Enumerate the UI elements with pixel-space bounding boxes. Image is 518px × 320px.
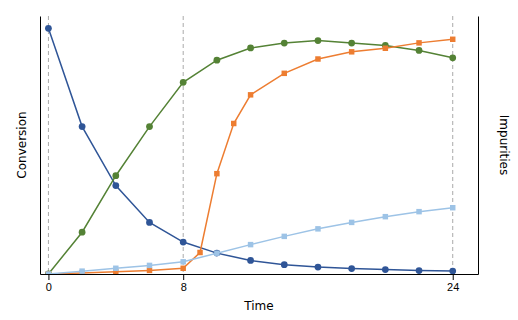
y-axis [40,17,41,275]
series-marker [231,121,236,126]
series-marker [247,45,254,52]
series-marker [282,234,287,239]
x-tick-mark [183,274,184,280]
y-axis-line [40,17,41,275]
series-marker [416,40,421,45]
series-marker [113,266,118,271]
x-tick: 24 [447,274,459,293]
series-marker [112,172,119,179]
series-marker [247,257,254,264]
x-tick-label: 8 [181,281,187,293]
x-axis-line [41,274,479,275]
series-marker [214,171,219,176]
series-marker [197,250,202,255]
series-marker [180,259,185,264]
series-marker [214,250,219,255]
series-marker [416,209,421,214]
series-marker [315,264,322,271]
vline [183,16,184,274]
plot: 0 8 24 [41,16,479,293]
x-tick-label: 0 [46,281,52,293]
series-marker [45,271,52,274]
chart-container: 0 8 24 Time Conversion Impurities [0,0,518,320]
series-marker [348,40,355,47]
series-marker [248,242,253,247]
y-axis-title: Conversion [15,111,29,178]
series-marker [315,226,320,231]
y2-axis-line [478,17,479,275]
series-marker [112,182,119,189]
y2-axis [478,17,479,275]
x-tick-mark [453,274,454,280]
series-marker [213,57,220,64]
series-marker [180,239,187,246]
series-marker [281,261,288,268]
series-marker [79,123,86,130]
series-marker [348,265,355,272]
series-marker [449,54,456,61]
series-marker [46,271,51,274]
vline [48,16,49,274]
series-marker [79,268,84,273]
series-marker [282,71,287,76]
series-marker [449,268,456,274]
chart-svg: 0 8 24 Time Conversion Impurities [0,0,518,320]
series-line [48,41,452,274]
data-layer [45,16,456,274]
series-marker [281,40,288,47]
series-marker [383,46,388,51]
series-marker [46,271,51,274]
series-marker [450,37,455,42]
series-marker [349,220,354,225]
series-line [48,39,452,274]
series-marker [146,123,153,130]
x-tick: 8 [181,274,187,293]
series-marker [180,266,185,271]
series-line [48,208,452,274]
series-marker [349,49,354,54]
x-axis-title: Time [243,299,273,313]
x-tick-label: 24 [447,281,459,293]
series-marker [147,268,152,273]
y2-axis-title: Impurities [497,115,511,175]
series-marker [315,37,322,44]
series-marker [315,56,320,61]
series-marker [45,25,52,32]
series-marker [146,219,153,226]
series-marker [79,229,86,236]
series-marker [416,47,423,54]
x-tick-mark [48,274,49,280]
x-axis: 0 8 24 [41,274,479,293]
x-tick: 0 [46,274,52,293]
series-marker [213,250,220,257]
series-marker [180,79,187,86]
series-line [48,28,452,271]
series-marker [416,267,423,274]
series-marker [248,92,253,97]
series-marker [147,263,152,268]
series-marker [383,214,388,219]
series-marker [450,205,455,210]
series-marker [382,266,389,273]
